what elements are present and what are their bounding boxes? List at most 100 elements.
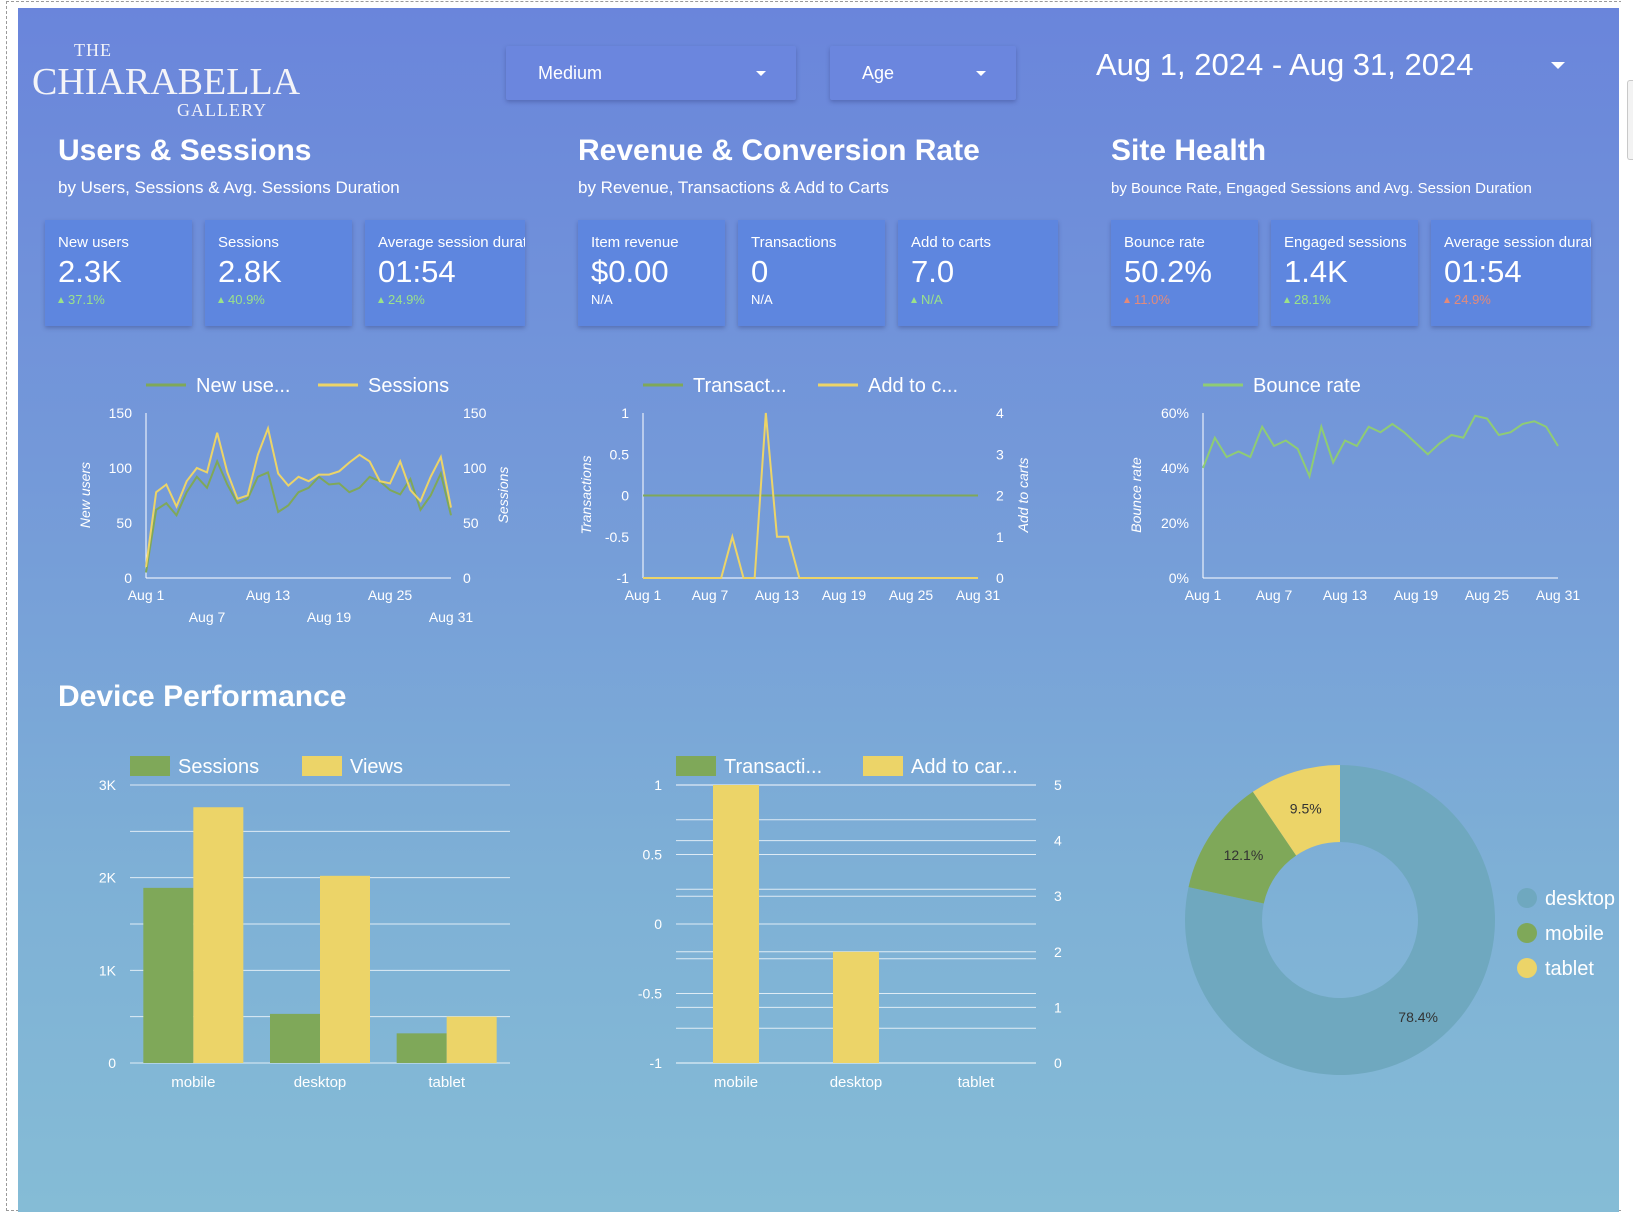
age-dropdown[interactable]: Age — [830, 46, 1016, 100]
users-sessions-line-chart[interactable]: New use... Sessions 150 150 100 100 50 50 0 0 New … — [48, 375, 528, 658]
scorecard-delta: 24.9% — [378, 292, 425, 307]
bounce-rate-line-chart[interactable]: Bounce rate 60% 40% 20% 0% Bounce rate Aug 1 Au… — [1103, 375, 1603, 648]
scorecard-delta: 11.0% — [1124, 292, 1170, 307]
scorecard-value: 1.4K — [1284, 254, 1348, 289]
revenue-title: Revenue & Conversion Rate — [578, 134, 980, 167]
y-tick-label-right: 4 — [1054, 833, 1062, 849]
y-tick-label-right: 0 — [1054, 1055, 1062, 1071]
date-range-picker[interactable]: Aug 1, 2024 - Aug 31, 2024 — [1096, 42, 1586, 92]
scorecard-delta-text: N/A — [921, 292, 943, 307]
y-tick-label-right: 4 — [996, 405, 1004, 421]
scorecard-engaged-sessions[interactable]: Engaged sessions 1.4K 28.1% — [1271, 220, 1418, 326]
legend-label: Add to car... — [911, 756, 1018, 778]
donut-slice-tablet — [1252, 765, 1340, 856]
y-tick-label: 40% — [1161, 460, 1189, 476]
device-performance-title: Device Performance — [58, 680, 347, 713]
device-share-donut-chart[interactable]: 78.4% 12.1% 9.5% desktop mobile tablet — [1148, 765, 1618, 1098]
arrow-up-icon — [1124, 297, 1130, 303]
transactions-carts-line-chart[interactable]: Transact... Add to c... 1 0.5 0 -0.5 -1 4 3 2 1 0 Tr… — [573, 375, 1053, 648]
y-tick-label: -0.5 — [605, 529, 629, 545]
legend-label: Views — [350, 756, 403, 778]
y-tick-label-right: 3 — [996, 446, 1004, 462]
page-scrollbar-track[interactable] — [1621, 0, 1633, 1213]
y-tick-label: -1 — [617, 570, 630, 586]
legend-label: tablet — [1545, 958, 1594, 980]
x-tick-label: Aug 31 — [429, 609, 474, 625]
scorecard-delta-text: 24.9% — [388, 292, 425, 307]
legend-dot — [1517, 958, 1537, 978]
arrow-up-icon — [218, 297, 224, 303]
medium-dropdown-label: Medium — [538, 63, 603, 83]
scorecard-site-avg-session-duration[interactable]: Average session duration 01:54 24.9% — [1431, 220, 1591, 326]
y-axis-title-right: Sessions — [495, 467, 511, 524]
y-tick-label: 1 — [621, 405, 629, 421]
scorecard-new-users[interactable]: New users 2.3K 37.1% — [45, 220, 192, 326]
slice-label: 12.1% — [1224, 847, 1264, 863]
y-tick-label: 2K — [99, 870, 117, 886]
scorecard-label: Average session duration — [1444, 234, 1591, 251]
report-canvas: THE CHIARABELLA GALLERY Medium Age Aug 1… — [18, 8, 1619, 1212]
y-tick-label: 0.5 — [643, 847, 663, 863]
x-tick-label: Aug 13 — [755, 587, 800, 603]
legend-swatch — [676, 756, 716, 776]
users-sessions-title: Users & Sessions — [58, 134, 312, 167]
x-tick-label: Aug 31 — [1536, 587, 1581, 603]
y-tick-label: 1K — [99, 962, 117, 978]
arrow-up-icon — [58, 297, 64, 303]
scorecard-delta: 24.9% — [1444, 292, 1491, 307]
x-tick-label: Aug 25 — [889, 587, 934, 603]
y-tick-label-right: 5 — [1054, 777, 1062, 793]
scorecard-delta: N/A — [911, 292, 943, 307]
scorecard-value: $0.00 — [591, 254, 669, 289]
arrow-up-icon — [911, 297, 917, 303]
page-scrollbar-thumb[interactable] — [1627, 80, 1633, 160]
legend-label: mobile — [1545, 923, 1604, 945]
y-tick-label-right: 150 — [463, 405, 487, 421]
y-axis-title: Transactions — [578, 455, 594, 534]
slice-label: 78.4% — [1398, 1009, 1438, 1025]
x-tick-label: Aug 19 — [822, 587, 867, 603]
x-tick-label: Aug 1 — [1185, 587, 1222, 603]
arrow-up-icon — [378, 297, 384, 303]
x-tick-label: desktop — [830, 1074, 883, 1091]
y-tick-label: 0% — [1169, 570, 1189, 586]
site-health-title: Site Health — [1111, 134, 1267, 167]
medium-dropdown[interactable]: Medium — [506, 46, 796, 100]
scorecard-bounce-rate[interactable]: Bounce rate 50.2% 11.0% — [1111, 220, 1258, 326]
x-tick-label: Aug 25 — [1465, 587, 1510, 603]
logo-gallery: GALLERY — [177, 100, 267, 120]
scorecard-value: 7.0 — [911, 254, 955, 289]
y-tick-label: 100 — [109, 460, 133, 476]
scorecard-value: 01:54 — [378, 254, 456, 289]
arrow-up-icon — [1284, 297, 1290, 303]
x-tick-label: Aug 7 — [692, 587, 729, 603]
scorecard-delta: 40.9% — [218, 292, 265, 307]
y-tick-label-right: 0 — [463, 570, 471, 586]
x-tick-label: tablet — [958, 1074, 996, 1091]
device-sessions-views-bar-chart[interactable]: Sessions Views 3K 2K 1K 0 mobile desktop tablet — [48, 756, 528, 1138]
legend-label: Sessions — [178, 756, 259, 778]
scorecard-label: Sessions — [218, 234, 279, 251]
scorecard-delta-text: 11.0% — [1134, 292, 1170, 307]
scorecard-delta-text: 40.9% — [228, 292, 265, 307]
device-transactions-carts-bar-chart[interactable]: Transacti... Add to car... 1 0.5 0 -0.5 -1 5 4 3 2… — [598, 756, 1078, 1138]
scorecard-add-to-carts[interactable]: Add to carts 7.0 N/A — [898, 220, 1058, 326]
y-tick-label-right: 100 — [463, 460, 487, 476]
bar — [446, 1016, 497, 1063]
scorecard-label: Bounce rate — [1124, 234, 1205, 251]
y-tick-label-right: 1 — [1054, 999, 1062, 1015]
scorecard-sessions[interactable]: Sessions 2.8K 40.9% — [205, 220, 352, 326]
bar — [396, 1033, 447, 1063]
bar — [143, 887, 194, 1063]
scorecard-avg-session-duration[interactable]: Average session duration 01:54 24.9% — [365, 220, 525, 326]
y-axis-title: Bounce rate — [1128, 457, 1144, 533]
legend-dot — [1517, 923, 1537, 943]
scorecard-transactions[interactable]: Transactions 0 N/A — [738, 220, 885, 326]
scorecard-item-revenue[interactable]: Item revenue $0.00 N/A — [578, 220, 725, 326]
legend-label: Transact... — [693, 375, 787, 397]
legend-swatch — [302, 756, 342, 776]
scorecard-label: Item revenue — [591, 234, 679, 251]
y-tick-label: 0 — [654, 916, 662, 932]
legend-label: desktop — [1545, 888, 1615, 910]
scorecard-delta: N/A — [591, 292, 613, 307]
